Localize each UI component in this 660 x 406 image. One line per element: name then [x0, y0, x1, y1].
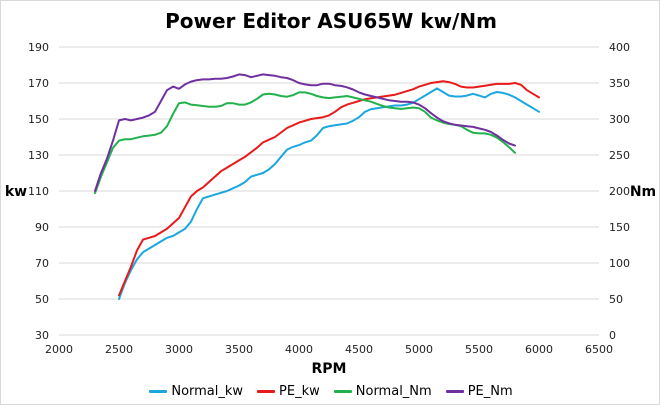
x-tick-label: 3000 [165, 343, 193, 356]
x-tick-label: 4000 [285, 343, 313, 356]
legend-label: PE_kw [279, 384, 320, 399]
legend-label: Normal_kw [171, 384, 244, 399]
series-line-pe-nm [94, 73, 516, 192]
legend-item-pe-kw: PE_kw [257, 384, 320, 399]
y-right-tick-label: 0 [609, 329, 616, 342]
y-left-tick-label: 150 [28, 113, 49, 126]
y-right-tick-label: 300 [609, 113, 630, 126]
y-left-tick-label: 170 [28, 77, 49, 90]
x-tick-label: 3500 [225, 343, 253, 356]
y-right-tick-label: 100 [609, 257, 630, 270]
legend-item-normal-nm: Normal_Nm [333, 384, 432, 399]
series-line-normal-nm [94, 91, 516, 195]
legend-swatch [257, 390, 276, 393]
legend-label: PE_Nm [467, 384, 513, 399]
y-left-axis-title: kw [5, 184, 27, 200]
legend-swatch [445, 390, 464, 393]
y-left-tick-label: 70 [35, 257, 49, 270]
x-tick-label: 5500 [465, 343, 493, 356]
y-right-tick-label: 350 [609, 77, 630, 90]
y-right-tick-label: 150 [609, 221, 630, 234]
y-left-tick-label: 190 [28, 41, 49, 54]
y-right-tick-label: 50 [609, 293, 623, 306]
y-right-axis-title: Nm [630, 184, 656, 200]
y-left-tick-label: 130 [28, 149, 49, 162]
x-tick-label: 4500 [345, 343, 373, 356]
legend-swatch [149, 390, 168, 393]
y-right-tick-label: 250 [609, 149, 630, 162]
y-right-tick-label: 200 [609, 185, 630, 198]
x-tick-label: 2000 [45, 343, 73, 356]
y-left-tick-label: 90 [35, 221, 49, 234]
legend: Normal_kw PE_kw Normal_Nm PE_Nm [1, 384, 660, 399]
legend-item-normal-kw: Normal_kw [149, 384, 243, 399]
y-left-tick-label: 50 [35, 293, 49, 306]
y-left-tick-label: 30 [35, 329, 49, 342]
chart-title: Power Editor ASU65W kw/Nm [165, 9, 497, 33]
x-tick-label: 6500 [585, 343, 613, 356]
x-tick-label: 5000 [405, 343, 433, 356]
series-line-pe-kw [118, 80, 540, 297]
series-line-normal-kw [118, 87, 540, 300]
y-left-tick-label: 110 [28, 185, 49, 198]
y-right-tick-label: 400 [609, 41, 630, 54]
legend-swatch [333, 390, 352, 393]
legend-label: Normal_Nm [355, 384, 432, 399]
x-axis-title: RPM [312, 361, 347, 377]
legend-item-pe-nm: PE_Nm [445, 384, 513, 399]
x-tick-label: 2500 [105, 343, 133, 356]
x-tick-label: 6000 [525, 343, 553, 356]
